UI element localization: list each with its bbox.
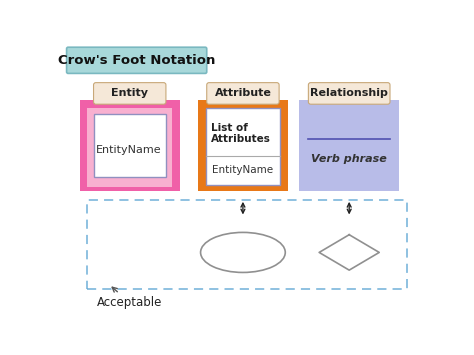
Text: Relationship: Relationship [310, 88, 388, 98]
Bar [299, 100, 399, 191]
Text: Entity: Entity [111, 88, 148, 98]
Bar [80, 100, 180, 191]
Text: EntityName: EntityName [212, 165, 273, 175]
FancyBboxPatch shape [309, 83, 390, 104]
Text: Attribute: Attribute [215, 88, 271, 98]
Bar [87, 108, 172, 187]
Text: Verb phrase: Verb phrase [311, 154, 387, 164]
Ellipse shape [201, 233, 285, 272]
Text: Acceptable: Acceptable [97, 287, 163, 309]
Text: List of
Attributes: List of Attributes [210, 123, 271, 144]
FancyBboxPatch shape [93, 83, 166, 104]
Bar [198, 100, 288, 191]
Bar [87, 201, 407, 289]
FancyBboxPatch shape [66, 47, 207, 73]
Bar [93, 114, 166, 178]
FancyBboxPatch shape [207, 83, 279, 104]
Polygon shape [319, 235, 379, 270]
Bar [206, 108, 280, 185]
Text: EntityName: EntityName [95, 144, 161, 155]
Text: Crow's Foot Notation: Crow's Foot Notation [58, 54, 215, 67]
